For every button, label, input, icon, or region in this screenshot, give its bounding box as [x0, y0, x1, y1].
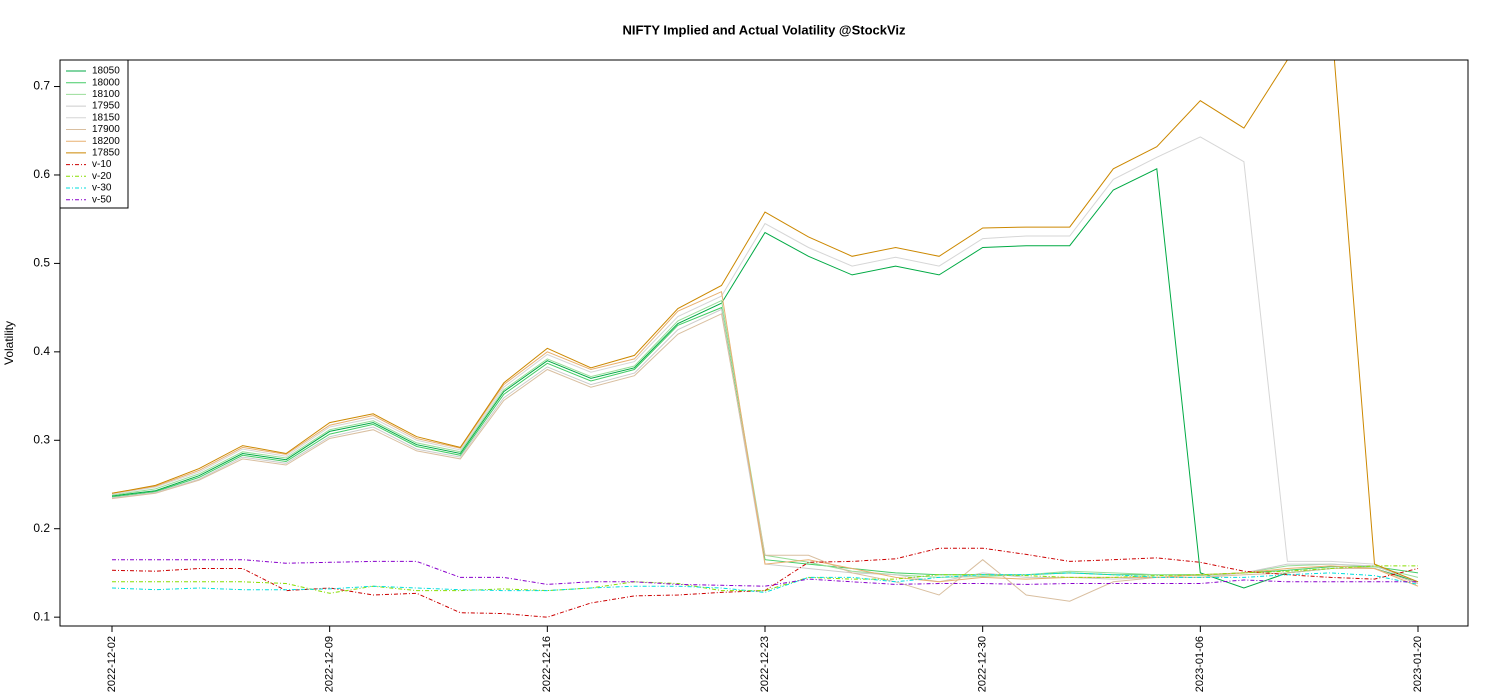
legend-box — [59, 59, 129, 209]
legend-label: v-20 — [92, 171, 112, 182]
x-tick-label: 2022-12-09 — [324, 636, 336, 692]
x-tick-label: 2022-12-16 — [541, 636, 553, 692]
series-line — [112, 559, 1418, 587]
series-line — [111, 136, 1419, 583]
series-line — [111, 547, 1419, 618]
plot-area — [111, 60, 1419, 618]
series-line — [111, 168, 1419, 589]
y-tick-label: 0.7 — [33, 79, 50, 93]
y-tick-label: 0.3 — [33, 432, 50, 446]
y-tick-label: 0.4 — [33, 344, 50, 358]
series-line — [111, 60, 1419, 583]
x-tick-label: 2022-12-23 — [759, 636, 771, 692]
legend-label: 18150 — [92, 112, 120, 123]
legend-label: v-30 — [92, 183, 112, 194]
series-line — [111, 572, 1419, 593]
x-tick-label: 2023-01-06 — [1194, 636, 1206, 692]
legend-label: v-50 — [92, 194, 112, 205]
x-tick-label: 2022-12-02 — [106, 636, 118, 692]
series-line — [112, 565, 1418, 594]
series-line — [111, 290, 1419, 587]
y-tick-label: 0.5 — [33, 256, 50, 270]
series-line — [111, 299, 1419, 578]
y-axis-label: Volatility — [2, 321, 16, 365]
y-tick-label: 0.1 — [33, 609, 50, 623]
legend-label: 17950 — [92, 101, 120, 112]
legend-label: v-10 — [92, 159, 112, 170]
x-tick-label: 2022-12-30 — [977, 636, 989, 692]
y-tick-label: 0.2 — [33, 521, 50, 535]
legend-label: 18050 — [92, 66, 120, 77]
legend-label: 18200 — [92, 136, 120, 147]
y-tick-label: 0.6 — [33, 167, 50, 181]
legend-label: 18100 — [92, 89, 120, 100]
legend-label: 18000 — [92, 77, 120, 88]
x-tick-label: 2023-01-20 — [1412, 636, 1424, 692]
legend-label: 17850 — [92, 148, 120, 159]
legend-label: 17900 — [92, 124, 120, 135]
chart-title: NIFTY Implied and Actual Volatility @Sto… — [622, 22, 906, 37]
plot-frame — [59, 59, 1469, 627]
